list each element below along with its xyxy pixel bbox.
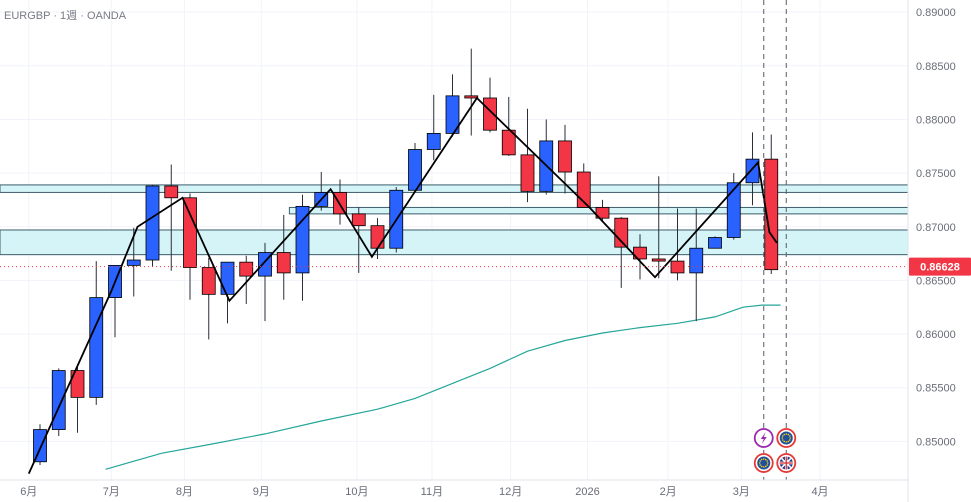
candle-body (614, 217, 629, 248)
time-tick-label: 2026 (575, 486, 599, 498)
candle-body (183, 197, 197, 268)
candle-body (239, 261, 254, 277)
time-axis[interactable]: 6月 7月 8月 9月 10月 11月 12月 2026 2月 3月 4月 (0, 479, 908, 498)
candle-body (370, 225, 385, 249)
candle-body (164, 185, 179, 199)
candle-body (464, 95, 479, 99)
lightning-icon[interactable] (753, 428, 774, 448)
uk-flag-icon[interactable] (776, 453, 797, 473)
current-price-badge: 0.86628 (909, 257, 971, 276)
candle-body (558, 140, 572, 173)
candle-body (145, 185, 160, 261)
price-tick-label: 0.86000 (916, 329, 956, 341)
zigzag-polyline (27, 96, 778, 474)
candle-body (126, 259, 141, 266)
eu-flag-icon[interactable] (776, 428, 797, 448)
candle-body (426, 133, 441, 150)
price-tick-label: 0.85500 (916, 383, 956, 395)
candle-body (595, 207, 610, 219)
price-tick-label: 0.88000 (916, 114, 956, 126)
eu-flag-icon[interactable] (753, 453, 774, 473)
time-tick-label: 4月 (811, 486, 828, 498)
candles (33, 48, 779, 465)
time-tick-label: 11月 (421, 486, 443, 498)
time-tick-label: 6月 (20, 486, 37, 498)
interval-label: 1週 (60, 10, 78, 22)
symbol-label: EURGBP (4, 10, 51, 22)
price-tick-label: 0.86500 (916, 275, 956, 287)
price-tick-label: 0.88500 (916, 61, 956, 73)
chart-legend: EURGBP · 1週 · OANDA (4, 10, 127, 22)
candle-body (33, 429, 47, 463)
candle-body (70, 370, 85, 398)
candle-body (651, 258, 666, 262)
current-price-text: 0.86628 (920, 262, 960, 274)
candle-body (51, 370, 66, 430)
candle-body (89, 297, 104, 398)
candle-body (708, 237, 722, 249)
candle-body (276, 252, 291, 274)
candle-body (483, 97, 497, 131)
time-tick-label: 12月 (499, 486, 522, 498)
candle-body (351, 213, 366, 227)
time-tick-label: 9月 (253, 486, 270, 498)
candle-body (520, 154, 535, 192)
candle-body (689, 247, 704, 274)
broker-label: OANDA (86, 10, 127, 22)
price-tick-label: 0.87000 (916, 222, 956, 234)
candle-body (201, 267, 216, 295)
event-markers (0, 0, 908, 480)
moving-average-line (105, 304, 781, 470)
time-tick-label: 7月 (103, 486, 120, 498)
time-tick-label: 8月 (176, 486, 193, 498)
time-tick-label: 3月 (733, 486, 750, 498)
price-axis[interactable]: 0.89000 0.88500 0.88000 0.87500 0.87000 0.865… (907, 0, 971, 502)
time-tick-label: 2月 (660, 486, 677, 498)
zigzag-line (27, 96, 778, 474)
time-tick-label: 10月 (345, 486, 368, 498)
price-tick-label: 0.87500 (916, 168, 956, 180)
candle-body (726, 182, 741, 238)
candle-body (764, 158, 779, 271)
price-tick-label: 0.85000 (916, 436, 956, 448)
candle-body (220, 261, 235, 295)
moving-average (105, 304, 781, 470)
price-tick-label: 0.89000 (916, 7, 956, 19)
